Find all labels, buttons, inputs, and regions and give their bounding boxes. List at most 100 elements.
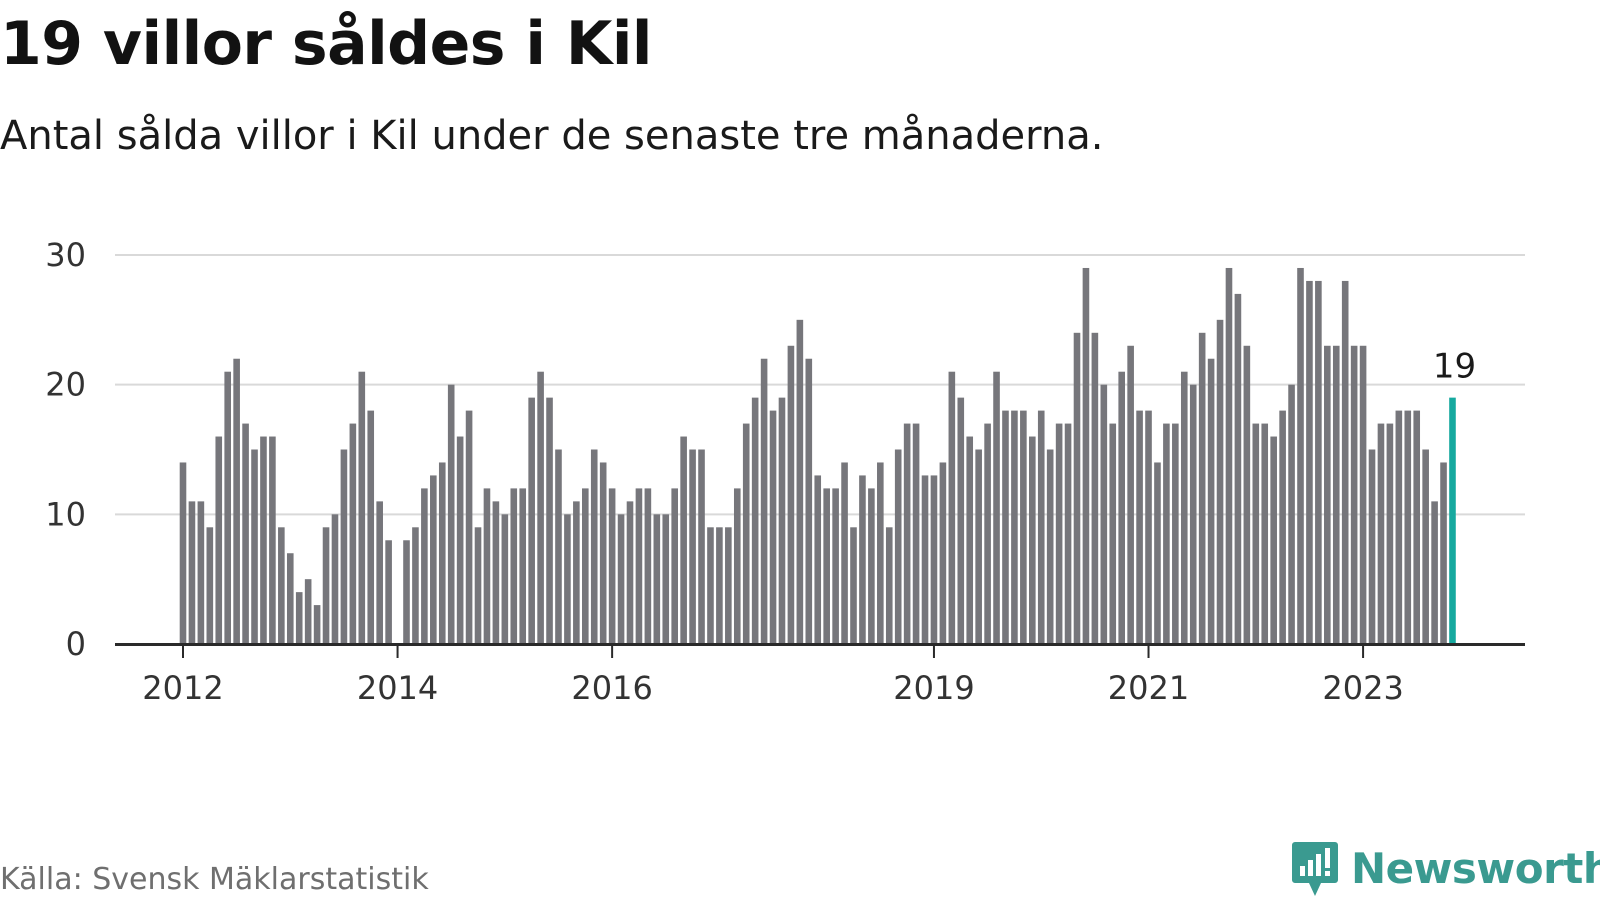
newsworthy-logo-icon [1292, 842, 1338, 896]
bar [841, 462, 848, 644]
bar [1413, 410, 1421, 644]
bar [1207, 358, 1215, 644]
bar [1243, 345, 1251, 644]
bar [698, 449, 705, 644]
x-axis-ticks: 2012 2014 2016 2019 2021 2023 [142, 644, 1404, 707]
bar [1297, 267, 1304, 644]
bar [1091, 332, 1099, 644]
bar [358, 371, 366, 644]
bar [877, 462, 884, 644]
bar [1073, 332, 1081, 644]
bar [1136, 410, 1143, 644]
bar [260, 436, 267, 644]
bar [1029, 436, 1036, 644]
bar [769, 410, 777, 644]
bar [751, 397, 759, 644]
bar [689, 449, 696, 644]
bar [725, 527, 732, 644]
y-tick-label-0: 0 [66, 625, 86, 663]
bar [1315, 280, 1322, 644]
bar [671, 488, 678, 644]
bar [179, 462, 187, 644]
bar [313, 605, 321, 644]
bar [617, 514, 625, 644]
bar [510, 488, 518, 644]
bar [537, 371, 544, 644]
y-tick-label-20: 20 [45, 366, 86, 404]
bar [1234, 293, 1242, 644]
bar [1368, 449, 1376, 644]
bar [984, 423, 991, 644]
bar [1332, 345, 1340, 644]
bar [447, 384, 455, 644]
bar [197, 501, 205, 644]
bar [438, 462, 446, 644]
bar [349, 423, 357, 644]
bar [1252, 423, 1260, 644]
bar [1118, 371, 1125, 644]
bar [608, 488, 616, 644]
bar [1306, 280, 1313, 644]
bar [716, 527, 723, 644]
bar [742, 423, 750, 644]
bars [179, 267, 1456, 644]
source-note: Källa: Svensk Mäklarstatistik [0, 862, 429, 897]
bar [269, 436, 276, 644]
bar [1172, 423, 1179, 644]
bar [430, 475, 437, 644]
bar [805, 358, 813, 644]
bar [814, 475, 822, 644]
bar [367, 410, 375, 644]
bar [1225, 267, 1233, 644]
bar [1100, 384, 1108, 644]
bar [304, 579, 312, 644]
bar [1002, 410, 1009, 644]
bar [1270, 436, 1277, 644]
bar [582, 488, 589, 644]
bar [492, 501, 500, 644]
bar [680, 436, 687, 644]
bar [966, 436, 974, 644]
chart-title: 19 villor såldes i Kil [0, 9, 653, 79]
bar [590, 449, 598, 644]
bar [188, 501, 196, 644]
bar [1064, 423, 1072, 644]
x-tick-label-2023: 2023 [1322, 669, 1403, 707]
bar [662, 514, 670, 644]
bar [295, 592, 303, 644]
bar [1163, 423, 1170, 644]
bar [1431, 501, 1438, 644]
bar [885, 527, 893, 644]
bar [421, 488, 428, 644]
bar [278, 527, 285, 644]
bar [242, 423, 249, 644]
brand-logo: Newsworthy [1291, 840, 1600, 898]
bar [957, 397, 965, 644]
bar [528, 397, 535, 644]
bar [501, 514, 509, 644]
bar [832, 488, 839, 644]
bar [930, 475, 938, 644]
bar [850, 527, 857, 644]
x-tick-label-2021: 2021 [1108, 669, 1189, 707]
bar [733, 488, 741, 644]
bar [921, 475, 929, 644]
bar [599, 462, 607, 644]
bar [286, 553, 294, 644]
bar [1145, 410, 1152, 644]
bar [912, 423, 920, 644]
bar [322, 527, 330, 644]
y-tick-label-10: 10 [45, 495, 86, 533]
bar [635, 488, 643, 644]
bar [1020, 410, 1027, 644]
bar [412, 527, 419, 644]
bar [1377, 423, 1385, 644]
bar [993, 371, 1000, 644]
bar [653, 514, 661, 644]
bar [555, 449, 562, 644]
bar [474, 527, 482, 644]
bar [546, 397, 553, 644]
x-tick-label-2012: 2012 [142, 669, 223, 707]
bar [894, 449, 902, 644]
